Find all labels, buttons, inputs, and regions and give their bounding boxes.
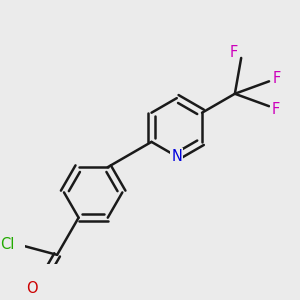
Text: F: F	[229, 45, 238, 60]
Text: F: F	[272, 102, 280, 117]
Text: N: N	[171, 149, 182, 164]
Text: O: O	[26, 281, 38, 296]
Text: F: F	[273, 70, 281, 86]
Text: Cl: Cl	[0, 237, 15, 252]
